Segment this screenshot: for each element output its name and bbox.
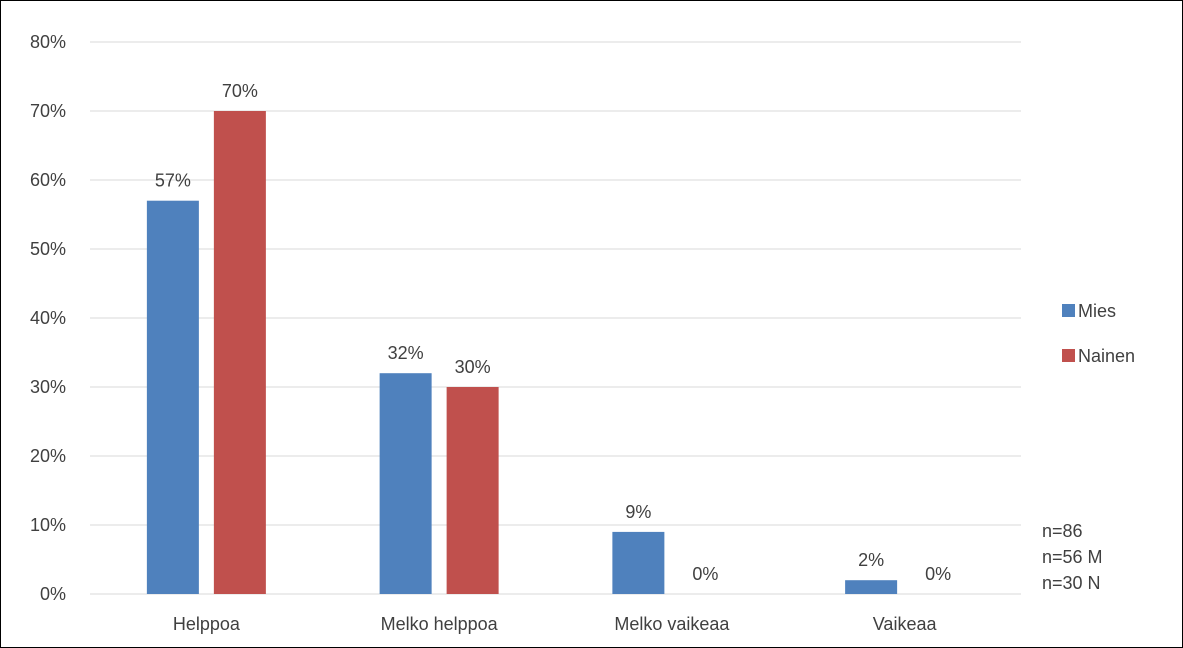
data-label-nainen-3: 0% (925, 564, 951, 584)
y-tick-label: 40% (30, 308, 66, 328)
data-labels: 57% 70% 32% 30% 9% 0% 2% 0% (155, 81, 951, 584)
bar-mies-1 (379, 373, 432, 594)
category-label: Melko helppoa (381, 614, 499, 634)
data-label-nainen-1: 30% (455, 357, 491, 377)
category-label: Melko vaikeaa (614, 614, 730, 634)
bar-mies-2 (612, 531, 665, 594)
sample-size-note: n=86 n=56 M n=30 N (1042, 521, 1103, 593)
category-label: Helppoa (173, 614, 241, 634)
legend-swatch-mies (1062, 304, 1075, 317)
legend-swatch-nainen (1062, 349, 1075, 362)
data-label-mies-0: 57% (155, 171, 191, 191)
y-tick-label: 60% (30, 170, 66, 190)
sample-size-line: n=86 (1042, 521, 1083, 541)
data-label-nainen-0: 70% (222, 81, 258, 101)
data-label-mies-3: 2% (858, 550, 884, 570)
data-label-mies-2: 9% (625, 502, 651, 522)
y-tick-label: 10% (30, 515, 66, 535)
y-tick-label: 80% (30, 32, 66, 52)
y-tick-label: 0% (40, 584, 66, 604)
category-label: Vaikeaa (873, 614, 938, 634)
bar-mies-3 (845, 580, 898, 594)
bars (146, 111, 898, 594)
x-axis-category-labels: Helppoa Melko helppoa Melko vaikeaa Vaikeaa (173, 614, 938, 634)
sample-size-line: n=30 N (1042, 573, 1101, 593)
data-label-nainen-2: 0% (692, 564, 718, 584)
sample-size-line: n=56 M (1042, 547, 1103, 567)
bar-nainen-0 (213, 111, 266, 594)
data-label-mies-1: 32% (388, 343, 424, 363)
legend-label-nainen: Nainen (1078, 346, 1135, 366)
y-tick-label: 20% (30, 446, 66, 466)
legend-label-mies: Mies (1078, 301, 1116, 321)
y-tick-label: 70% (30, 101, 66, 121)
bar-mies-0 (146, 200, 199, 594)
bar-nainen-1 (446, 387, 499, 594)
legend: Mies Nainen (1062, 301, 1135, 366)
y-axis-tick-labels: 0% 10% 20% 30% 40% 50% 60% 70% 80% (30, 32, 66, 604)
y-tick-label: 50% (30, 239, 66, 259)
y-tick-label: 30% (30, 377, 66, 397)
